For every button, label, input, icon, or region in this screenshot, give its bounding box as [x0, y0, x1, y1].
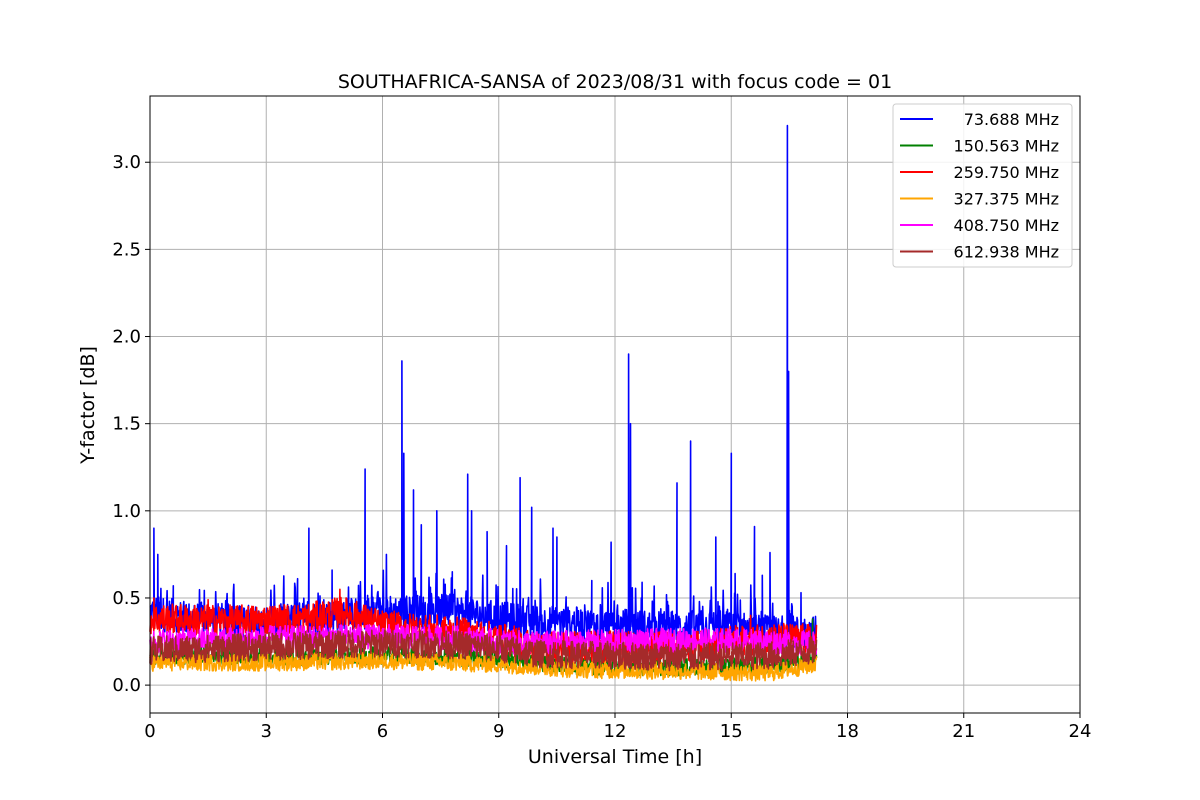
x-tick-label: 15: [720, 721, 743, 742]
x-tick-label: 6: [377, 721, 388, 742]
y-tick-label: 1.0: [112, 501, 141, 522]
y-tick-label: 0.5: [112, 588, 141, 609]
series-line-5: [149, 629, 818, 672]
x-tick-label: 9: [493, 721, 504, 742]
legend: 73.688 MHz 150.563 MHz 259.750 MHz 327.375 …: [892, 103, 1073, 268]
x-tick-label: 0: [144, 721, 155, 742]
y-tick-label: 3.0: [112, 152, 141, 173]
ticks: 0 3 6 9 12 15 18 21 24 0.0 0.5 1.0 1.5 2.0 2.5 3.0: [112, 152, 1091, 742]
x-tick-label: 12: [604, 721, 627, 742]
y-tick-label: 2.0: [112, 327, 141, 348]
y-axis-label: Y-factor [dB]: [77, 346, 99, 465]
legend-box: [892, 103, 1073, 268]
x-axis-label: Universal Time [h]: [528, 746, 702, 768]
legend-label: 73.688 MHz: [964, 110, 1059, 129]
legend-label: 408.750 MHz: [954, 216, 1059, 235]
y-tick-label: 2.5: [112, 239, 141, 260]
x-tick-label: 3: [261, 721, 272, 742]
x-tick-label: 21: [952, 721, 975, 742]
chart-title: SOUTHAFRICA-SANSA of 2023/08/31 with foc…: [338, 71, 892, 93]
y-tick-label: 1.5: [112, 414, 141, 435]
x-tick-label: 24: [1069, 721, 1092, 742]
x-tick-label: 18: [836, 721, 859, 742]
series-layer: [149, 124, 818, 682]
legend-label: 612.938 MHz: [954, 243, 1059, 262]
series-line-3: [149, 651, 818, 682]
legend-label: 327.375 MHz: [954, 190, 1059, 209]
legend-label: 150.563 MHz: [954, 137, 1059, 156]
y-tick-label: 0.0: [112, 675, 141, 696]
legend-label: 259.750 MHz: [954, 163, 1059, 182]
